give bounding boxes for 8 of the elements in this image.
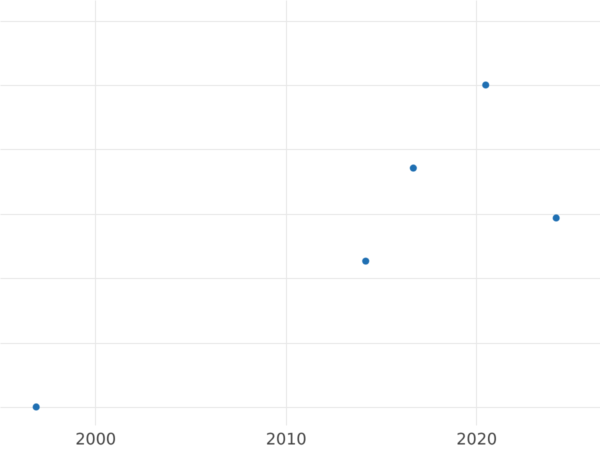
point <box>552 214 560 222</box>
point <box>482 81 490 89</box>
point <box>362 258 370 265</box>
point <box>32 403 40 410</box>
x-tick-label: 2010 <box>266 430 307 448</box>
x-tick-label: 2000 <box>75 430 116 448</box>
point <box>410 164 417 172</box>
x-tick-label: 2020 <box>456 430 498 448</box>
